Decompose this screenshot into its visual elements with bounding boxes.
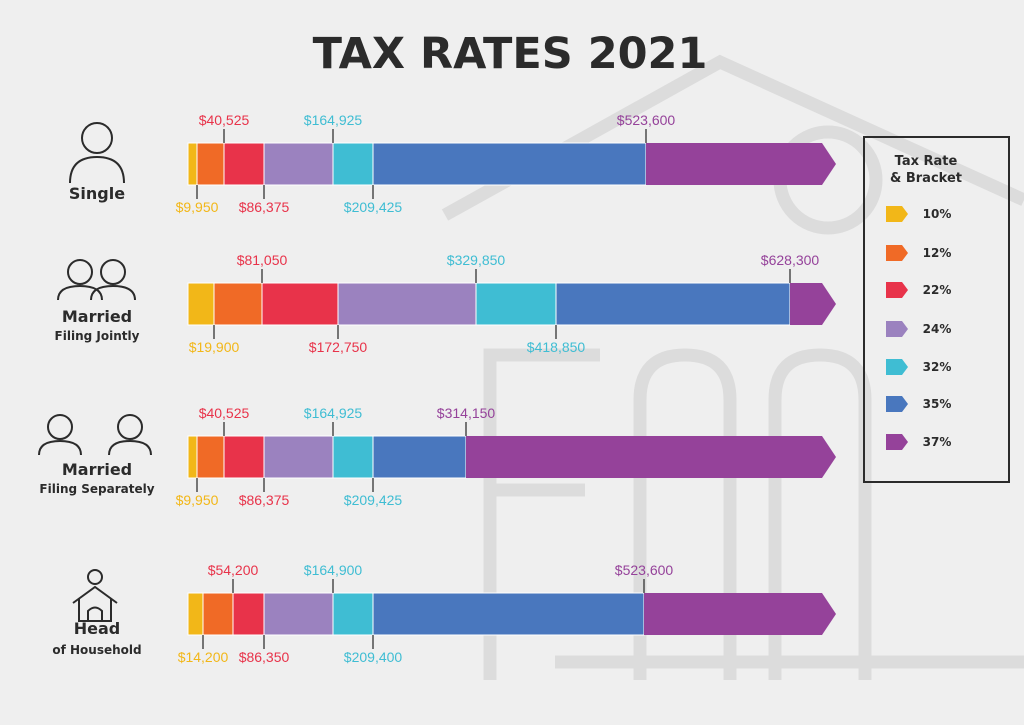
threshold-label: $418,850 — [527, 339, 586, 355]
legend-label: 24% — [923, 322, 952, 336]
threshold-label: $81,050 — [237, 252, 288, 268]
threshold-label: $523,600 — [617, 112, 676, 128]
bracket-segment-10pct — [187, 435, 198, 479]
threshold-label: $9,950 — [176, 199, 219, 215]
threshold-label: $86,350 — [239, 649, 290, 665]
threshold-label: $209,425 — [344, 492, 403, 508]
legend-swatch — [886, 321, 908, 337]
bracket-segment-24pct — [337, 282, 477, 326]
bracket-segment-12pct — [196, 435, 225, 479]
bracket-segment-35pct — [555, 282, 791, 326]
bracket-segment-10pct — [187, 142, 198, 186]
bracket-segment-22pct — [232, 592, 265, 636]
legend-items: 10% 12% 22% 24% 32% 35% 37% — [886, 206, 951, 450]
bracket-segment-37pct — [790, 283, 836, 325]
legend-label: 35% — [923, 397, 952, 411]
legend-swatch — [886, 206, 908, 222]
bracket-segment-12pct — [196, 142, 225, 186]
threshold-label: $19,900 — [189, 339, 240, 355]
legend-label: 12% — [923, 246, 952, 260]
legend-swatch — [886, 434, 908, 450]
threshold-label: $209,425 — [344, 199, 403, 215]
bar-row-2: $19,900 $81,050 $172,750 $329,850 $418,850 $6… — [187, 252, 836, 355]
legend-swatch — [886, 359, 908, 375]
bracket-segment-32pct — [475, 282, 557, 326]
legend-label: 37% — [923, 435, 952, 449]
bracket-segment-37pct — [644, 593, 836, 635]
bar-row-3: $9,950 $40,525 $86,375 $164,925 $209,425 $314… — [176, 405, 836, 508]
row-label: Married — [62, 307, 132, 326]
legend-item: 12% — [886, 245, 951, 261]
threshold-label: $164,900 — [304, 562, 363, 578]
bracket-segment-22pct — [223, 142, 265, 186]
bars-layer: $9,950 $40,525 $86,375 $164,925 $209,425 $523… — [176, 112, 836, 665]
threshold-label: $314,150 — [437, 405, 496, 421]
bracket-segment-37pct — [646, 143, 836, 185]
couple-icon — [57, 259, 136, 301]
row-sublabel: of Household — [52, 643, 141, 657]
page-title: TAX RATES 2021 — [313, 29, 708, 79]
bracket-segment-24pct — [263, 142, 334, 186]
legend-item: 35% — [886, 396, 951, 412]
threshold-label: $40,525 — [199, 112, 250, 128]
legend-swatch — [886, 282, 908, 298]
bracket-segment-35pct — [372, 435, 467, 479]
threshold-label: $628,300 — [761, 252, 820, 268]
threshold-label: $172,750 — [309, 339, 368, 355]
legend-label: 22% — [923, 283, 952, 297]
legend-label: 10% — [923, 207, 952, 221]
house-person-icon — [72, 569, 118, 622]
bracket-segment-24pct — [263, 435, 334, 479]
row-label: Married — [62, 460, 132, 479]
bracket-segment-22pct — [223, 435, 265, 479]
bracket-segment-24pct — [263, 592, 334, 636]
bracket-segment-37pct — [466, 436, 836, 478]
threshold-label: $86,375 — [239, 492, 290, 508]
bracket-segment-12pct — [213, 282, 263, 326]
threshold-label: $54,200 — [208, 562, 259, 578]
legend-title-line1: Tax Rate — [895, 154, 958, 169]
threshold-label: $164,925 — [304, 405, 363, 421]
legend-item: 22% — [886, 282, 951, 298]
legend-item: 10% — [886, 206, 951, 222]
legend-item: 32% — [886, 359, 951, 375]
bracket-segment-22pct — [261, 282, 339, 326]
bar-row-1: $9,950 $40,525 $86,375 $164,925 $209,425 $523… — [176, 112, 836, 215]
threshold-label: $523,600 — [615, 562, 674, 578]
row-sublabel: Filing Separately — [39, 482, 154, 496]
legend-title-line2: & Bracket — [890, 171, 962, 186]
threshold-label: $209,400 — [344, 649, 403, 665]
threshold-label: $86,375 — [239, 199, 290, 215]
threshold-label: $40,525 — [199, 405, 250, 421]
bracket-segment-32pct — [332, 592, 374, 636]
threshold-label: $14,200 — [178, 649, 229, 665]
person-icon — [69, 122, 125, 184]
bracket-segment-32pct — [332, 435, 374, 479]
legend-swatch — [886, 245, 908, 261]
bracket-segment-35pct — [372, 142, 647, 186]
bracket-segment-12pct — [202, 592, 234, 636]
legend: Tax Rate & Bracket 10% 12% 22% 24% 32% 35% 37% — [863, 136, 1010, 483]
legend-label: 32% — [923, 360, 952, 374]
bracket-segment-32pct — [332, 142, 374, 186]
legend-box — [863, 136, 1010, 483]
bracket-segment-10pct — [187, 592, 204, 636]
legend-item: 24% — [886, 321, 951, 337]
row-label: Single — [69, 184, 125, 203]
threshold-label: $9,950 — [176, 492, 219, 508]
separate-persons-icon — [38, 414, 152, 456]
row-labels-layer: Single Married Filing Jointly Married Filing… — [39, 184, 154, 657]
bracket-segment-35pct — [372, 592, 645, 636]
row-label: Head — [74, 619, 121, 638]
threshold-label: $164,925 — [304, 112, 363, 128]
threshold-label: $329,850 — [447, 252, 506, 268]
legend-swatch — [886, 396, 908, 412]
row-sublabel: Filing Jointly — [55, 329, 140, 343]
background-house-watermark — [441, 54, 1024, 680]
bar-row-4: $14,200 $54,200 $86,350 $164,900 $209,400 $52… — [178, 562, 836, 665]
legend-item: 37% — [886, 434, 951, 450]
bracket-segment-10pct — [187, 282, 215, 326]
